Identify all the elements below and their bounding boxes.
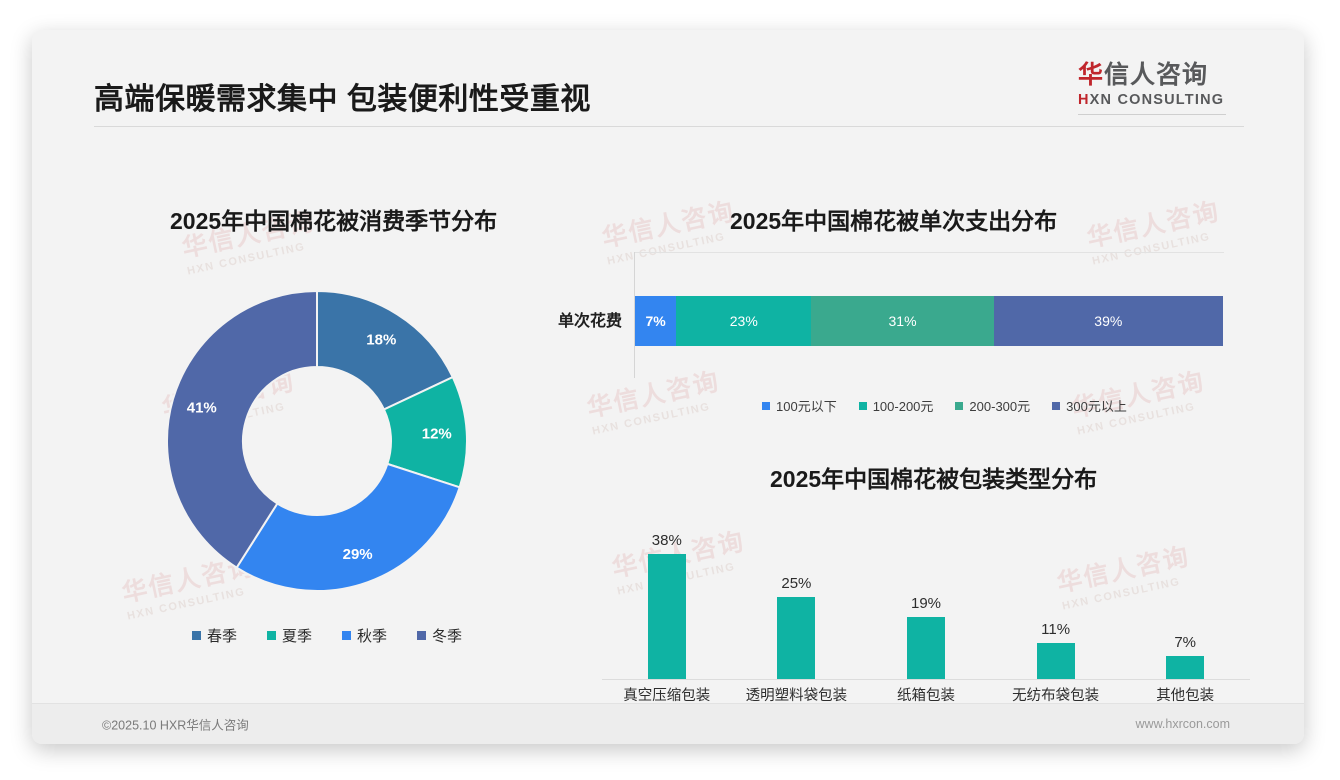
legend-swatch-icon xyxy=(417,631,427,640)
logo-underline xyxy=(1078,113,1226,115)
stacked-chart-category-label: 单次花费 xyxy=(557,313,622,330)
column-category-label: 透明塑料袋包装 xyxy=(745,688,848,704)
stacked-bar-segment[interactable]: 23% xyxy=(676,296,812,346)
column-chart: 38% 25% 19% 11% 7% xyxy=(602,508,1250,680)
stacked-chart-axis xyxy=(634,252,635,378)
legend-item[interactable]: 夏季 xyxy=(267,625,312,646)
donut-chart: 18% 12% 29% 41% xyxy=(162,286,472,596)
column-chart-category-labels: 真空压缩包装 透明塑料袋包装 纸箱包装 无纺布袋包装 其他包装 xyxy=(602,684,1250,708)
column-bar[interactable] xyxy=(647,554,686,679)
page-title: 高端保暖需求集中 包装便利性受重视 xyxy=(94,83,591,116)
watermark-en: HXN CONSULTING xyxy=(606,230,727,268)
legend-label: 春季 xyxy=(207,628,238,645)
legend-swatch-icon xyxy=(192,631,201,640)
stacked-bar-segment[interactable]: 39% xyxy=(993,296,1223,346)
column-bar[interactable] xyxy=(1166,655,1205,679)
website-url[interactable]: www.hxrcon.com xyxy=(1135,717,1230,731)
legend-item[interactable]: 冬季 xyxy=(417,625,462,646)
stacked-chart-top-rule xyxy=(634,252,1224,253)
watermark-cn: 华信人咨询 xyxy=(1084,197,1223,253)
watermark-en: HXN CONSULTING xyxy=(186,240,307,278)
column-bar[interactable] xyxy=(777,596,816,679)
column-category-label: 无纺布袋包装 xyxy=(1012,688,1100,704)
legend-label: 100元以下 xyxy=(776,399,837,414)
column-group: 25% xyxy=(732,508,860,679)
logo-chinese-rest: 信人咨询 xyxy=(1104,61,1209,89)
column-bar[interactable] xyxy=(907,616,945,679)
column-group: 19% xyxy=(862,508,990,679)
legend-item[interactable]: 300元以上 xyxy=(1052,396,1127,415)
stacked-bar-segment[interactable]: 31% xyxy=(811,296,994,346)
watermark: 华信人咨询 HXN CONSULTING xyxy=(583,361,725,437)
watermark-cn: 华信人咨询 xyxy=(599,197,738,253)
donut-slice-label: 18% xyxy=(366,332,396,349)
donut-slice-label: 29% xyxy=(343,546,373,563)
legend-swatch-icon xyxy=(858,401,867,410)
column-value-label: 38% xyxy=(651,532,682,550)
donut-chart-legend: 春季 夏季 秋季 冬季 xyxy=(192,625,492,646)
watermark-en: HXN CONSULTING xyxy=(591,400,712,438)
logo-accent-char: 华 xyxy=(1078,61,1105,89)
column-group: 11% xyxy=(992,508,1120,679)
column-chart-baseline xyxy=(602,679,1250,680)
watermark-cn: 华信人咨询 xyxy=(1069,367,1208,423)
column-group: 7% xyxy=(1121,508,1249,679)
donut-slice-label: 41% xyxy=(187,400,217,417)
logo-en-accent: H xyxy=(1078,91,1090,108)
legend-swatch-icon xyxy=(1052,401,1061,410)
legend-label: 200-300元 xyxy=(969,399,1031,414)
slide-header: 高端保暖需求集中 包装便利性受重视 华信人咨询 HXN CONSULTING xyxy=(32,30,1304,128)
column-category-label: 其他包装 xyxy=(1156,688,1215,704)
slide-card: 华信人咨询 HXN CONSULTING 华信人咨询 HXN CONSULTIN… xyxy=(32,30,1304,744)
watermark: 华信人咨询 HXN CONSULTING xyxy=(1083,191,1225,267)
legend-label: 夏季 xyxy=(282,628,313,645)
donut-slice-label: 12% xyxy=(422,425,452,442)
legend-swatch-icon xyxy=(955,401,964,410)
legend-item[interactable]: 春季 xyxy=(192,625,237,646)
donut-chart-svg: 18% 12% 29% 41% xyxy=(166,289,468,592)
watermark-en: HXN CONSULTING xyxy=(1091,230,1212,268)
donut-slice[interactable] xyxy=(235,462,461,592)
donut-chart-title: 2025年中国棉花被消费季节分布 xyxy=(170,208,498,234)
legend-item[interactable]: 200-300元 xyxy=(955,396,1030,415)
slide-footer: ©2025.10 HXR华信人咨询 www.hxrcon.com xyxy=(32,703,1304,744)
stacked-bar-segment[interactable]: 7% xyxy=(635,296,677,346)
donut-slice[interactable] xyxy=(166,289,318,570)
stacked-bar: 7% 23% 31% 39% xyxy=(635,296,1223,346)
legend-label: 300元以上 xyxy=(1066,399,1127,414)
logo-en-rest: XN CONSULTING xyxy=(1089,91,1225,108)
column-value-label: 7% xyxy=(1174,633,1197,651)
legend-swatch-icon xyxy=(342,631,352,640)
legend-item[interactable]: 100元以下 xyxy=(762,396,837,415)
column-chart-title: 2025年中国棉花被包装类型分布 xyxy=(770,466,1098,492)
watermark: 华信人咨询 HXN CONSULTING xyxy=(598,191,740,267)
legend-item[interactable]: 100-200元 xyxy=(858,396,934,415)
column-category-label: 纸箱包装 xyxy=(897,688,955,704)
legend-label: 100-200元 xyxy=(872,399,934,414)
column-bar[interactable] xyxy=(1036,642,1075,679)
donut-slice[interactable] xyxy=(316,289,455,411)
column-value-label: 11% xyxy=(1041,620,1071,638)
legend-label: 秋季 xyxy=(357,628,388,645)
legend-swatch-icon xyxy=(267,631,277,640)
stacked-chart-legend: 100元以下 100-200元 200-300元 300元以上 xyxy=(762,396,1149,415)
column-group: 38% xyxy=(603,508,731,679)
legend-item[interactable]: 秋季 xyxy=(342,625,387,646)
logo-chinese: 华信人咨询 xyxy=(1078,61,1242,90)
column-category-label: 真空压缩包装 xyxy=(623,688,711,704)
column-value-label: 25% xyxy=(781,574,812,592)
column-value-label: 19% xyxy=(910,594,942,612)
header-divider xyxy=(94,126,1244,127)
copyright-text: ©2025.10 HXR华信人咨询 xyxy=(102,718,249,733)
watermark-cn: 华信人咨询 xyxy=(584,367,723,423)
legend-label: 冬季 xyxy=(432,628,463,645)
brand-logo: 华信人咨询 HXN CONSULTING xyxy=(1078,61,1242,115)
legend-swatch-icon xyxy=(762,401,770,410)
stacked-bar-chart-title: 2025年中国棉花被单次支出分布 xyxy=(730,208,1058,234)
logo-english: HXN CONSULTING xyxy=(1078,92,1242,108)
